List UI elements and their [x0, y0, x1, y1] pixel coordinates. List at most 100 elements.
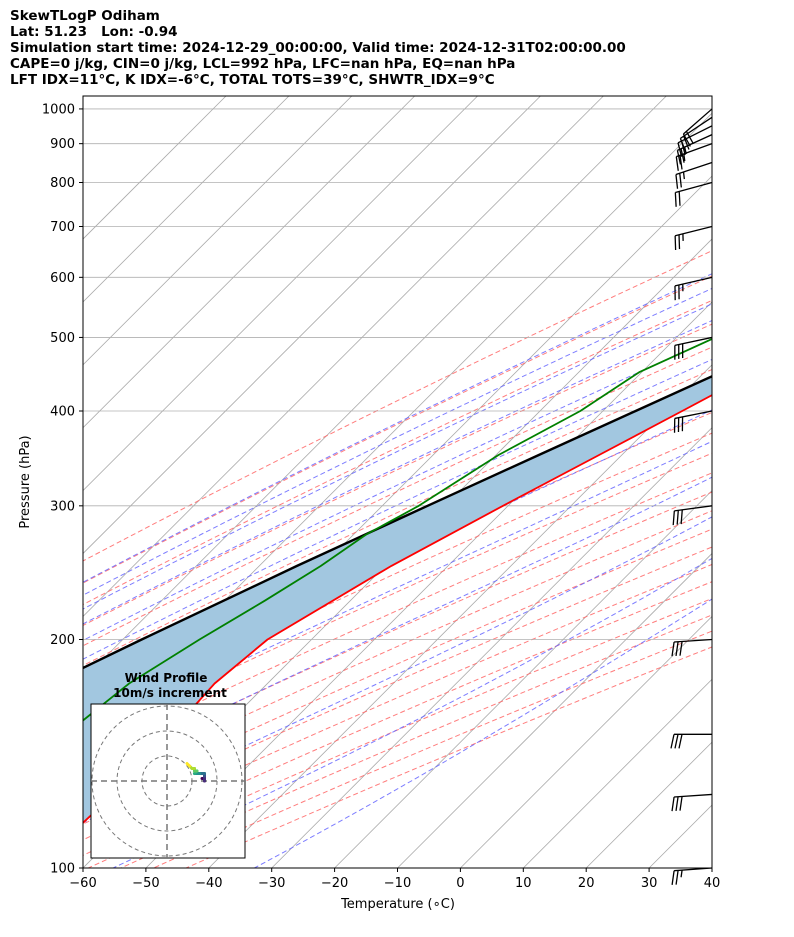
index-line: LFT IDX=11°C, K IDX=-6°C, TOTAL TOTS=39°…	[10, 72, 495, 88]
wind-barb-shaft	[674, 793, 713, 798]
wind-barb-shaft	[674, 276, 713, 287]
cin-shading	[83, 376, 712, 823]
hodograph-segment	[185, 762, 191, 768]
isotherm	[711, 867, 712, 868]
x-tick-label: 10	[515, 876, 532, 891]
hodograph-plot	[91, 704, 245, 858]
y-tick-label: 900	[50, 137, 75, 152]
isotherm	[397, 552, 712, 868]
isotherm	[585, 741, 712, 868]
dry-adiabat	[83, 432, 712, 723]
hodograph-inset: Wind Profile 10m/s increment	[90, 671, 246, 859]
isotherm	[83, 96, 604, 617]
wind-barb-flag	[675, 641, 679, 657]
y-tick-label: 100	[50, 862, 75, 877]
y-tick-label: 200	[50, 633, 75, 648]
wind-barb	[674, 225, 713, 251]
wind-barb	[673, 410, 713, 433]
wind-barb	[672, 505, 713, 526]
location-line: Lat: 51.23 Lon: -0.94	[10, 24, 178, 40]
wind-barb-shaft	[674, 638, 713, 643]
wind-barb-flag	[671, 641, 675, 657]
dry-adiabat	[83, 299, 712, 606]
moist-adiabat	[83, 287, 712, 596]
wind-barb-shaft	[674, 410, 713, 420]
wind-barb-flag	[671, 870, 675, 885]
wind-barb-flag	[671, 796, 675, 812]
isotherm	[83, 96, 353, 366]
isotherm	[83, 96, 478, 492]
moist-adiabat	[83, 303, 712, 610]
y-axis: 100 200 300 400 500 600 700 800 900 1000	[42, 102, 83, 877]
wind-barb	[674, 276, 713, 301]
wind-barb-shaft	[674, 336, 713, 347]
x-tick-label: 0	[456, 876, 464, 891]
dewpoint-line	[83, 338, 712, 722]
wind-barb-flag	[675, 870, 679, 885]
wind-barb-flag	[679, 173, 682, 188]
x-tick-label: 40	[704, 876, 721, 891]
wind-barb-flag	[670, 734, 675, 749]
wind-barb	[674, 181, 713, 207]
wind-barb-shaft	[677, 134, 713, 151]
wind-barb	[671, 638, 713, 657]
wind-barb-shaft	[680, 116, 713, 139]
x-tick-label: −40	[195, 876, 222, 891]
x-tick-label: −10	[384, 876, 411, 891]
wind-barb-flag	[678, 191, 681, 206]
y-tick-label: 300	[50, 499, 75, 514]
wind-barb-flag	[676, 510, 679, 525]
wind-barb-shaft	[677, 125, 713, 144]
wind-barb-flag	[683, 135, 690, 150]
wind-barb-flag	[674, 734, 679, 749]
wind-barb	[674, 336, 713, 360]
wind-barb	[676, 134, 713, 165]
isotherm	[648, 804, 712, 868]
wind-barb-flag	[679, 155, 683, 170]
wind-barb-flag	[675, 174, 679, 189]
wind-barb-half-flag	[683, 153, 686, 162]
dry-adiabat	[153, 630, 712, 868]
wind-barb-flag	[680, 509, 683, 525]
wind-barb	[675, 161, 713, 189]
wind-barb-flag	[680, 148, 685, 163]
parcel-profile-line	[83, 374, 712, 670]
wind-barb	[670, 733, 712, 749]
wind-barb-shaft	[682, 108, 713, 135]
dry-adiabat	[83, 452, 712, 741]
x-axis: −60 −50 −40 −30 −20 −10 0 10 20 30 40	[69, 868, 720, 891]
moist-adiabat	[83, 273, 712, 583]
wind-barb	[671, 793, 713, 812]
y-tick-label: 700	[50, 220, 75, 235]
y-tick-label: 1000	[42, 102, 75, 117]
x-tick-label: −60	[69, 876, 96, 891]
wind-barb-flag	[675, 796, 679, 811]
moist-adiabat	[83, 440, 712, 738]
wind-barb-shaft	[675, 161, 713, 176]
dry-adiabat	[83, 546, 712, 825]
isotherm	[271, 427, 712, 868]
hodograph-title: Wind Profile	[125, 671, 208, 685]
chart-header: SkewTLogP Odiham Lat: 51.23 Lon: -0.94 S…	[10, 8, 626, 88]
x-tick-label: −50	[132, 876, 159, 891]
temperature-line	[83, 394, 712, 824]
sounding-traces	[83, 338, 712, 824]
y-tick-label: 400	[50, 404, 75, 419]
wind-barb-shaft	[675, 181, 713, 194]
isotherm	[83, 96, 541, 555]
wind-barb-flag	[679, 796, 683, 811]
isotherm	[208, 364, 712, 868]
dry-adiabat	[83, 510, 712, 793]
dry-adiabat	[83, 250, 712, 562]
wind-barb-half-flag	[682, 171, 685, 180]
wind-barb-shaft	[674, 225, 713, 237]
wind-barbs	[670, 108, 713, 885]
wind-barb-flag	[672, 510, 675, 526]
wind-barb-shaft	[674, 505, 713, 512]
wind-barb	[675, 143, 713, 171]
isotherm	[334, 490, 712, 868]
stability-line: CAPE=0 j/kg, CIN=0 j/kg, LCL=992 hPa, LF…	[10, 56, 516, 72]
x-tick-label: −20	[321, 876, 348, 891]
wind-barb-flag	[674, 192, 677, 207]
x-tick-label: −30	[258, 876, 285, 891]
